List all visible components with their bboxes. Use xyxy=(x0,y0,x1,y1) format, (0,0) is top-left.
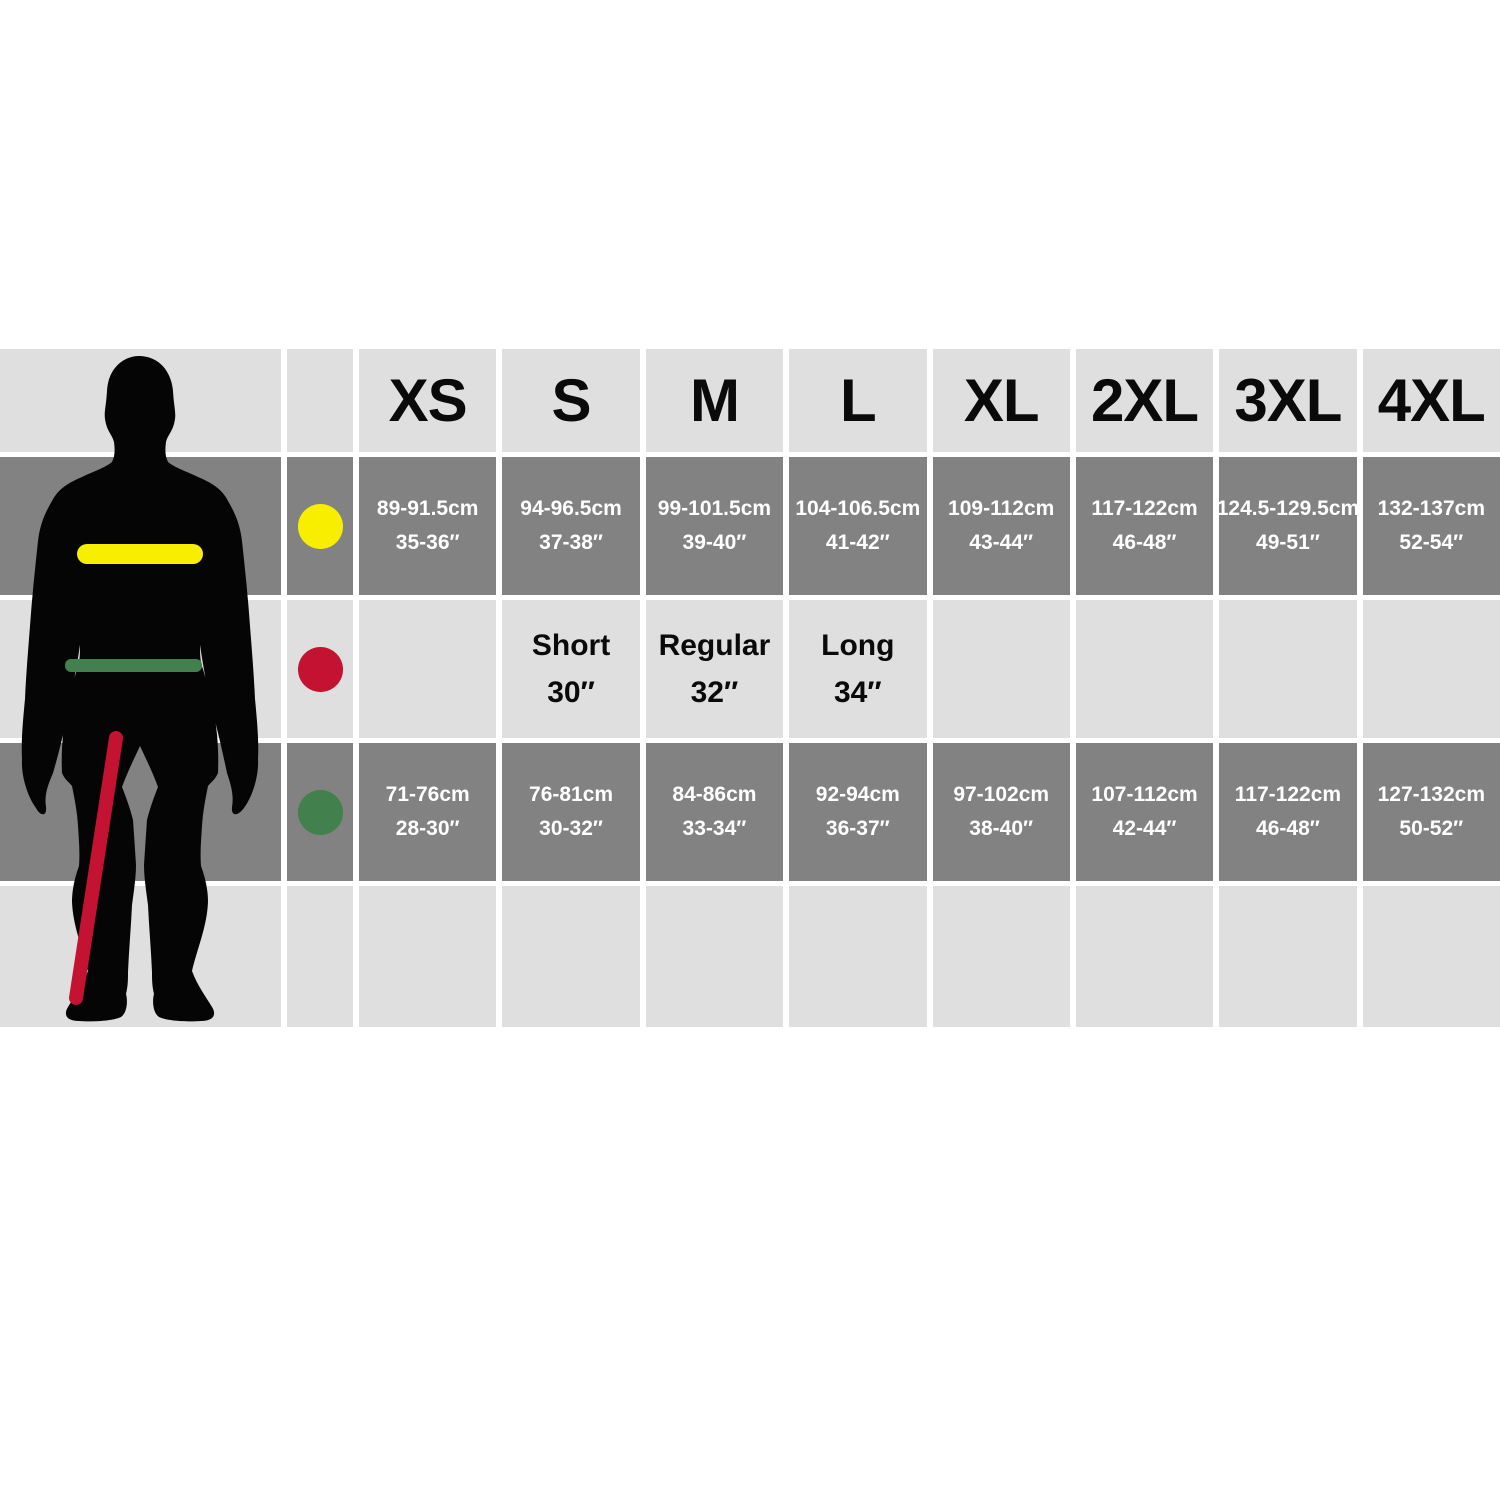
empty-cell xyxy=(789,886,927,1027)
measurement-cm: 92-94cm xyxy=(815,783,900,806)
leg-length-label: Short xyxy=(531,629,611,662)
measurement-in: 49-51″ xyxy=(1256,531,1320,554)
leg-length-label: Long xyxy=(821,629,895,662)
empty-cell xyxy=(502,886,640,1027)
measurement-in: 35-36″ xyxy=(395,531,460,554)
leg-length-legend-cell xyxy=(287,600,353,738)
cell-chest-s: 94-96.5cm 37-38″ xyxy=(502,457,640,595)
measurement-in: 41-42″ xyxy=(825,531,890,554)
leg-length-in: 32″ xyxy=(690,676,739,709)
measurement-in: 46-48″ xyxy=(1112,531,1177,554)
legend-column-header xyxy=(287,349,353,452)
empty-cell xyxy=(932,886,1070,1027)
measurement-in: 42-44″ xyxy=(1112,817,1177,840)
measurement-in: 33-34″ xyxy=(682,817,747,840)
empty-cell xyxy=(1075,886,1214,1027)
leg-length-in: 30″ xyxy=(547,676,595,709)
cell-chest-xl: 109-112cm 43-44″ xyxy=(932,457,1070,595)
figure-column-band xyxy=(0,886,281,1027)
measurement-cm: 84-86cm xyxy=(672,783,757,806)
measurement-in: 38-40″ xyxy=(969,817,1034,840)
cell-waist-4xl: 127-132cm 50-52″ xyxy=(1362,743,1500,881)
leg-length-in: 34″ xyxy=(833,676,882,709)
measurement-cm: 94-96.5cm xyxy=(520,497,622,520)
measurement-in: 50-52″ xyxy=(1399,817,1464,840)
chest-dot-icon xyxy=(297,503,343,549)
empty-cell xyxy=(359,886,497,1027)
cell-chest-3xl: 124.5-129.5cm 49-51″ xyxy=(1219,457,1357,595)
cell-leg-xl xyxy=(932,600,1070,738)
cell-leg-2xl xyxy=(1075,600,1214,738)
size-table: XS S M L XL 2XL 3XL 4XL 89-91.5cm 35-36″ … xyxy=(0,349,1500,1027)
measurement-cm: 127-132cm xyxy=(1377,783,1486,806)
cell-chest-xs: 89-91.5cm 35-36″ xyxy=(359,457,497,595)
measurement-in: 37-38″ xyxy=(539,531,603,554)
measurement-cm: 99-101.5cm xyxy=(657,497,772,520)
figure-column-header xyxy=(0,349,281,452)
measurement-in: 30-32″ xyxy=(539,817,603,840)
size-header-s: S xyxy=(502,349,640,452)
cell-chest-l: 104-106.5cm 41-42″ xyxy=(789,457,927,595)
empty-cell xyxy=(1362,886,1500,1027)
measurement-in: 39-40″ xyxy=(682,531,747,554)
cell-leg-s: Short 30″ xyxy=(502,600,640,738)
measurement-cm: 109-112cm xyxy=(948,497,1055,520)
measurement-in: 43-44″ xyxy=(969,531,1034,554)
size-header-xs: XS xyxy=(359,349,497,452)
waist-legend-cell xyxy=(287,743,353,881)
cell-waist-s: 76-81cm 30-32″ xyxy=(502,743,640,881)
measurement-cm: 117-122cm xyxy=(1091,497,1198,520)
figure-column-band xyxy=(0,600,281,738)
empty-cell xyxy=(1219,886,1357,1027)
cell-chest-m: 99-101.5cm 39-40″ xyxy=(645,457,784,595)
cell-leg-m: Regular 32″ xyxy=(645,600,784,738)
cell-waist-xl: 97-102cm 38-40″ xyxy=(932,743,1070,881)
measurement-cm: 71-76cm xyxy=(385,783,470,806)
measurement-cm: 107-112cm xyxy=(1091,783,1198,806)
cell-chest-4xl: 132-137cm 52-54″ xyxy=(1362,457,1500,595)
measurement-in: 46-48″ xyxy=(1256,817,1320,840)
waist-dot-icon xyxy=(297,789,343,835)
size-header-xl: XL xyxy=(932,349,1070,452)
cell-waist-3xl: 117-122cm 46-48″ xyxy=(1219,743,1357,881)
chest-legend-cell xyxy=(287,457,353,595)
size-header-4xl: 4XL xyxy=(1362,349,1500,452)
figure-column-band xyxy=(0,743,281,881)
cell-leg-xs xyxy=(359,600,497,738)
measurement-in: 52-54″ xyxy=(1399,531,1464,554)
measurement-cm: 124.5-129.5cm xyxy=(1219,497,1357,520)
measurement-cm: 89-91.5cm xyxy=(376,497,479,520)
measurement-cm: 104-106.5cm xyxy=(795,497,921,520)
cell-waist-m: 84-86cm 33-34″ xyxy=(645,743,784,881)
cell-chest-2xl: 117-122cm 46-48″ xyxy=(1075,457,1214,595)
cell-leg-3xl xyxy=(1219,600,1357,738)
size-header-l: L xyxy=(789,349,927,452)
cell-waist-2xl: 107-112cm 42-44″ xyxy=(1075,743,1214,881)
leg-length-dot-icon xyxy=(297,646,343,692)
cell-waist-l: 92-94cm 36-37″ xyxy=(789,743,927,881)
size-header-2xl: 2XL xyxy=(1075,349,1214,452)
cell-leg-l: Long 34″ xyxy=(789,600,927,738)
figure-column-band xyxy=(0,457,281,595)
empty-cell xyxy=(287,886,353,1027)
measurement-cm: 97-102cm xyxy=(953,783,1050,806)
measurement-cm: 132-137cm xyxy=(1377,497,1486,520)
measurement-in: 28-30″ xyxy=(395,817,460,840)
size-header-3xl: 3XL xyxy=(1219,349,1357,452)
cell-waist-xs: 71-76cm 28-30″ xyxy=(359,743,497,881)
leg-length-label: Regular xyxy=(658,629,771,662)
empty-cell xyxy=(645,886,784,1027)
measurement-cm: 117-122cm xyxy=(1234,783,1342,806)
measurement-cm: 76-81cm xyxy=(529,783,614,806)
size-header-m: M xyxy=(645,349,784,452)
measurement-in: 36-37″ xyxy=(825,817,890,840)
cell-leg-4xl xyxy=(1362,600,1500,738)
